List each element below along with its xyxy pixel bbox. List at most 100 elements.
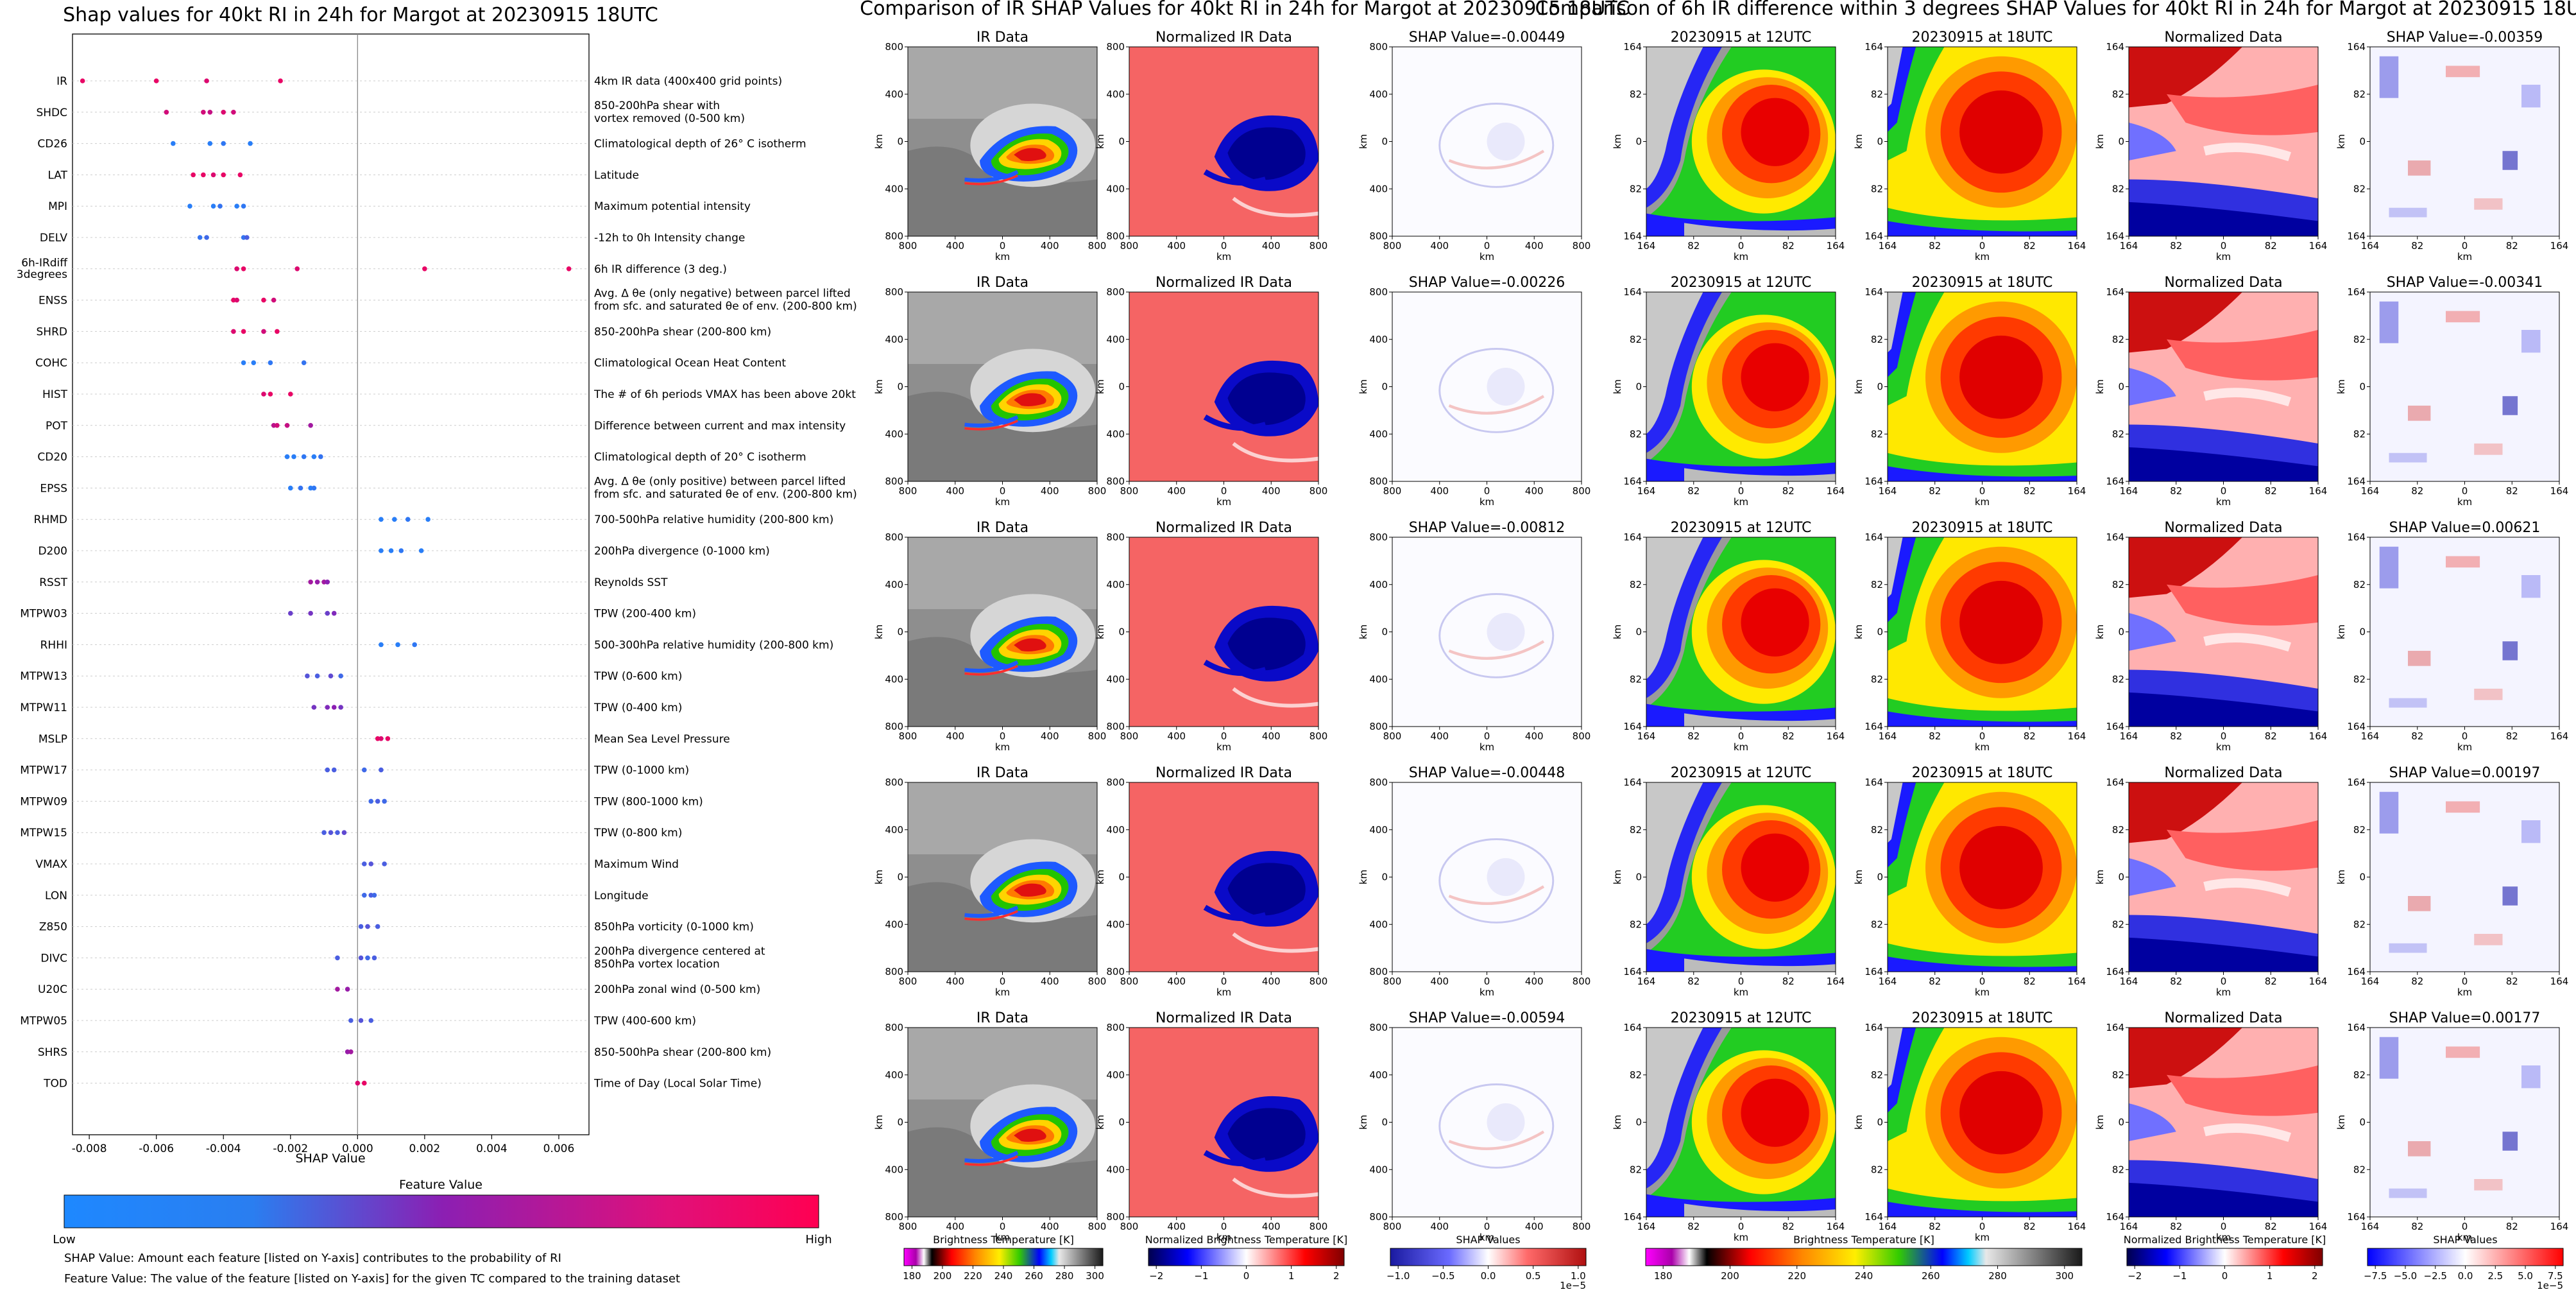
y-tick-label: 164 — [1623, 1211, 1642, 1223]
x-tick-label: 0 — [1738, 976, 1744, 987]
x-tick-label: 0 — [2462, 730, 2468, 742]
feature-name: HIST — [42, 388, 68, 401]
x-tick-label: 0 — [2462, 976, 2468, 987]
panel-title: SHAP Value=-0.00359 — [2387, 30, 2543, 46]
x-tick-label: 164 — [2550, 240, 2569, 252]
shap-point — [314, 673, 320, 678]
colorbar-tick-label: 180 — [903, 1270, 921, 1282]
y-tick-label: 164 — [1864, 41, 1883, 53]
panel-title: Normalized IR Data — [1156, 275, 1292, 291]
y-tick-label: 0 — [2118, 872, 2124, 883]
colorbar: Brightness Temperature [K] 180 200 220 240 26… — [1645, 1234, 2083, 1282]
x-tick-label: 164 — [1879, 240, 1897, 252]
x-tick-label: 800 — [1383, 1221, 1402, 1232]
panel-image — [2370, 47, 2559, 236]
shap-point — [275, 423, 280, 428]
y-tick-label: 164 — [1623, 721, 1642, 732]
feature-description: 4km IR data (400x400 grid points) — [594, 75, 782, 88]
x-tick-label: 0 — [1979, 485, 1986, 497]
y-tick-label: 164 — [2106, 41, 2124, 53]
x-tick-label: 82 — [2411, 485, 2423, 497]
shap-point — [268, 392, 273, 397]
panel-image — [1392, 47, 1582, 236]
y-tick-label: 0 — [1877, 626, 1883, 638]
x-tick-label: 0 — [1484, 240, 1490, 252]
feature-description: Climatological depth of 20° C isotherm — [594, 451, 806, 464]
x-tick-label: 164 — [2361, 1221, 2380, 1232]
x-tick-label: 82 — [2024, 240, 2036, 252]
feature-name: CD26 — [37, 138, 67, 151]
x-tick-label: 164 — [1827, 485, 1845, 497]
x-axis-label: km — [1734, 986, 1748, 998]
panel-title: IR Data — [977, 275, 1028, 291]
panel-image — [2129, 537, 2318, 727]
ir-section-title: Comparison of IR SHAP Values for 40kt RI… — [860, 0, 1630, 20]
y-tick-label: 82 — [2112, 89, 2124, 100]
shap-point — [405, 517, 411, 522]
y-axis-label: km — [1095, 379, 1106, 394]
shap-point — [379, 767, 384, 773]
y-tick-label: 82 — [1630, 334, 1642, 345]
x-tick-label: 164 — [2309, 240, 2328, 252]
colorbar-tick-label: −1 — [1194, 1270, 1208, 1282]
shap-point — [301, 360, 307, 365]
x-axis-label: km — [1480, 496, 1494, 508]
shap-point — [241, 235, 246, 240]
y-tick-label: 400 — [1369, 579, 1388, 590]
feature-row: LON Longitude — [45, 890, 649, 902]
x-tick-label: 82 — [1782, 976, 1795, 987]
y-tick-label: 0 — [2359, 872, 2366, 883]
x-tick-label: 82 — [2411, 730, 2423, 742]
y-tick-label: 800 — [1369, 721, 1388, 732]
shap-point — [375, 798, 380, 804]
feature-name: LAT — [47, 169, 67, 182]
x-tick-label: 0 — [2462, 240, 2468, 252]
shap-point — [301, 454, 307, 460]
y-tick-label: 0 — [1118, 1117, 1125, 1128]
panel-image — [1129, 1028, 1318, 1217]
feature-row: RSST Reynolds SST — [39, 576, 668, 589]
x-tick-label: 0 — [1979, 730, 1986, 742]
shap-panel-title: Shap values for 40kt RI in 24h for Margo… — [63, 4, 658, 26]
shap-point — [365, 924, 370, 929]
x-tick-label: 800 — [1309, 730, 1328, 742]
feature-name: SHDC — [36, 107, 67, 119]
shap-point — [197, 235, 203, 240]
x-tick-label: 164 — [2361, 976, 2380, 987]
panel-title: Normalized Data — [2164, 275, 2282, 291]
feature-description: 850hPa vorticity (0-1000 km) — [594, 921, 754, 934]
x-tick-label: 164 — [2309, 976, 2328, 987]
x-tick-label: 164 — [1637, 485, 1656, 497]
colorbar-tick-label: 1 — [1288, 1270, 1295, 1282]
y-axis-label: km — [2094, 134, 2106, 149]
colorbar-label: SHAP Values — [1456, 1234, 1520, 1246]
colorbar-tick-label: 220 — [1787, 1270, 1806, 1282]
x-tick-label: 0.000 — [342, 1142, 373, 1155]
feature-name: MTPW03 — [20, 608, 67, 621]
feature-description: vortex removed (0-500 km) — [594, 112, 745, 125]
shap-point — [308, 580, 313, 585]
panel-title: IR Data — [977, 520, 1028, 536]
panel-image — [1646, 782, 1836, 972]
x-tick-label: 82 — [2265, 485, 2277, 497]
y-tick-label: 800 — [1369, 476, 1388, 487]
y-tick-label: 0 — [897, 381, 903, 393]
y-tick-label: 164 — [2106, 531, 2124, 543]
x-tick-label: 82 — [1782, 1221, 1795, 1232]
x-tick-label: 400 — [946, 485, 964, 497]
shap-point — [261, 329, 266, 334]
feature-description: 700-500hPa relative humidity (200-800 km… — [594, 513, 833, 526]
shap-point — [153, 78, 159, 83]
y-tick-label: 800 — [1369, 230, 1388, 242]
x-axis-label: km — [1216, 251, 1231, 263]
panel-title: 20230915 at 12UTC — [1671, 520, 1812, 536]
feature-name: EPSS — [40, 482, 67, 495]
panel-title: 20230915 at 12UTC — [1671, 275, 1812, 291]
y-tick-label: 400 — [1106, 673, 1125, 685]
shap-point — [375, 736, 380, 741]
colorbar: SHAP Values −1.0 −0.5 0.0 0.5 1.01e−5 — [1386, 1234, 1587, 1291]
